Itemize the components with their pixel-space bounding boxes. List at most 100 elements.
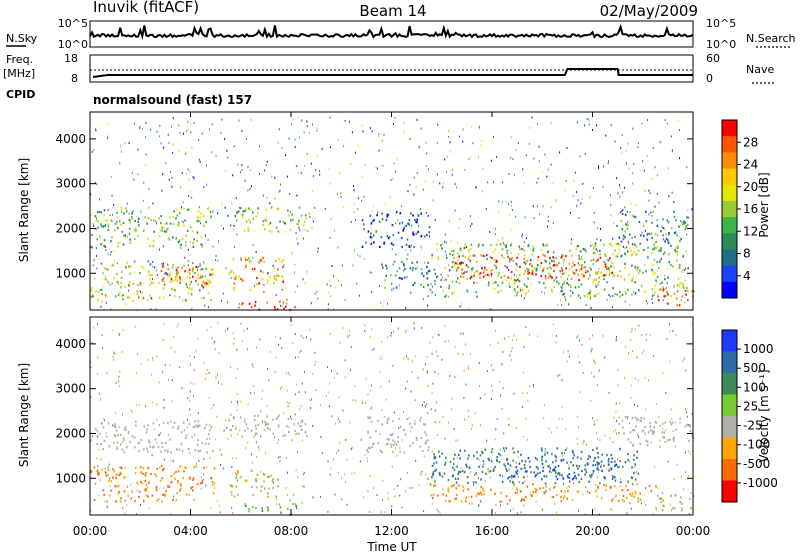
velocity-cell bbox=[201, 481, 204, 485]
velocity-cell bbox=[404, 433, 407, 436]
velocity-cell bbox=[471, 424, 473, 427]
power-cell bbox=[494, 227, 496, 230]
velocity-cell bbox=[127, 432, 130, 435]
velocity-cell bbox=[575, 464, 578, 467]
power-cell bbox=[172, 215, 174, 218]
power-cell bbox=[678, 266, 680, 270]
velocity-cell bbox=[452, 484, 455, 487]
velocity-cell bbox=[217, 381, 219, 384]
power-cell bbox=[416, 261, 418, 264]
velocity-cell bbox=[227, 328, 229, 331]
power-cell bbox=[255, 251, 257, 254]
velocity-cell bbox=[165, 489, 167, 493]
cpid-text: normalsound (fast) 157 bbox=[93, 93, 252, 107]
power-cell bbox=[666, 122, 668, 125]
power-cell bbox=[616, 255, 618, 258]
velocity-cell bbox=[191, 489, 194, 492]
velocity-cell bbox=[591, 417, 593, 420]
power-cell bbox=[179, 296, 181, 299]
power-cell bbox=[446, 171, 448, 174]
power-cell bbox=[679, 157, 681, 160]
velocity-cell bbox=[508, 335, 510, 338]
power-cell bbox=[248, 218, 250, 221]
velocity-cell bbox=[478, 384, 480, 387]
power-cell bbox=[687, 299, 689, 302]
velocity-cell bbox=[227, 437, 229, 440]
velocity-cell bbox=[113, 470, 116, 473]
power-cell bbox=[509, 285, 511, 288]
velocity-cell bbox=[520, 453, 522, 456]
power-cell bbox=[109, 283, 111, 286]
velocity-cell bbox=[628, 352, 630, 355]
velocity-cell bbox=[300, 349, 302, 352]
power-cell bbox=[479, 276, 481, 279]
velocity-cell bbox=[188, 423, 191, 426]
velocity-cell bbox=[189, 399, 191, 402]
velocity-cell bbox=[223, 429, 225, 432]
power-cell bbox=[525, 237, 527, 240]
power-cell bbox=[294, 138, 296, 141]
power-cell bbox=[253, 284, 255, 287]
velocity-cell bbox=[589, 456, 592, 459]
power-cell bbox=[431, 256, 433, 259]
velocity-cell bbox=[267, 423, 269, 426]
power-cell bbox=[578, 278, 580, 282]
velocity-cell bbox=[584, 513, 586, 516]
power-cell bbox=[472, 142, 474, 145]
velocity-cell bbox=[512, 447, 514, 450]
power-cell bbox=[124, 285, 126, 288]
velocity-cell bbox=[167, 449, 169, 452]
velocity-cell bbox=[146, 428, 148, 431]
velocity-cell bbox=[118, 332, 120, 335]
power-cell bbox=[627, 242, 630, 245]
velocity-cell bbox=[296, 383, 298, 386]
power-cell bbox=[580, 258, 582, 261]
power-cell bbox=[121, 230, 123, 233]
power-cell bbox=[150, 218, 152, 222]
velocity-cell bbox=[105, 432, 107, 435]
velocity-cell bbox=[462, 485, 464, 488]
velocity-cell bbox=[190, 486, 193, 490]
velocity-cell bbox=[416, 438, 418, 441]
power-cell bbox=[231, 202, 233, 205]
power-cell bbox=[571, 265, 573, 268]
velocity-cell bbox=[257, 446, 259, 449]
velocity-cell bbox=[230, 366, 232, 369]
velocity-cell bbox=[450, 408, 452, 411]
velocity-cell bbox=[431, 497, 434, 500]
velocity-cell bbox=[275, 417, 278, 420]
velocity-cell bbox=[415, 436, 418, 439]
power-cell bbox=[301, 215, 303, 218]
velocity-cell bbox=[236, 474, 238, 477]
power-cell bbox=[662, 234, 664, 237]
velocity-cell bbox=[264, 487, 266, 490]
velocity-cell bbox=[107, 505, 109, 508]
velocity-cell bbox=[608, 463, 610, 466]
power-cell bbox=[285, 302, 287, 305]
power-cell bbox=[204, 275, 207, 278]
power-cell bbox=[128, 265, 130, 268]
power-cell bbox=[177, 225, 180, 228]
velocity-cell bbox=[292, 342, 294, 345]
power-cell bbox=[278, 128, 280, 131]
power-cell bbox=[106, 137, 108, 140]
velocity-cell bbox=[625, 496, 628, 499]
velocity-cell bbox=[422, 368, 424, 371]
velocity-cell bbox=[140, 471, 143, 474]
power-cell bbox=[106, 219, 109, 222]
velocity-cell bbox=[656, 403, 658, 406]
velocity-cell bbox=[366, 448, 368, 451]
power-cell bbox=[544, 153, 546, 156]
power-cell bbox=[384, 286, 386, 289]
velocity-cell bbox=[424, 363, 426, 366]
power-cell bbox=[568, 262, 571, 266]
power-cell bbox=[631, 278, 634, 282]
power-cell bbox=[632, 182, 634, 185]
velocity-cell bbox=[543, 416, 545, 419]
power-cell bbox=[484, 255, 486, 258]
power-cell bbox=[168, 178, 170, 181]
power-cell bbox=[129, 220, 131, 223]
power-cell bbox=[144, 216, 146, 219]
velocity-cell bbox=[634, 377, 636, 380]
velocity-cell bbox=[210, 407, 212, 410]
